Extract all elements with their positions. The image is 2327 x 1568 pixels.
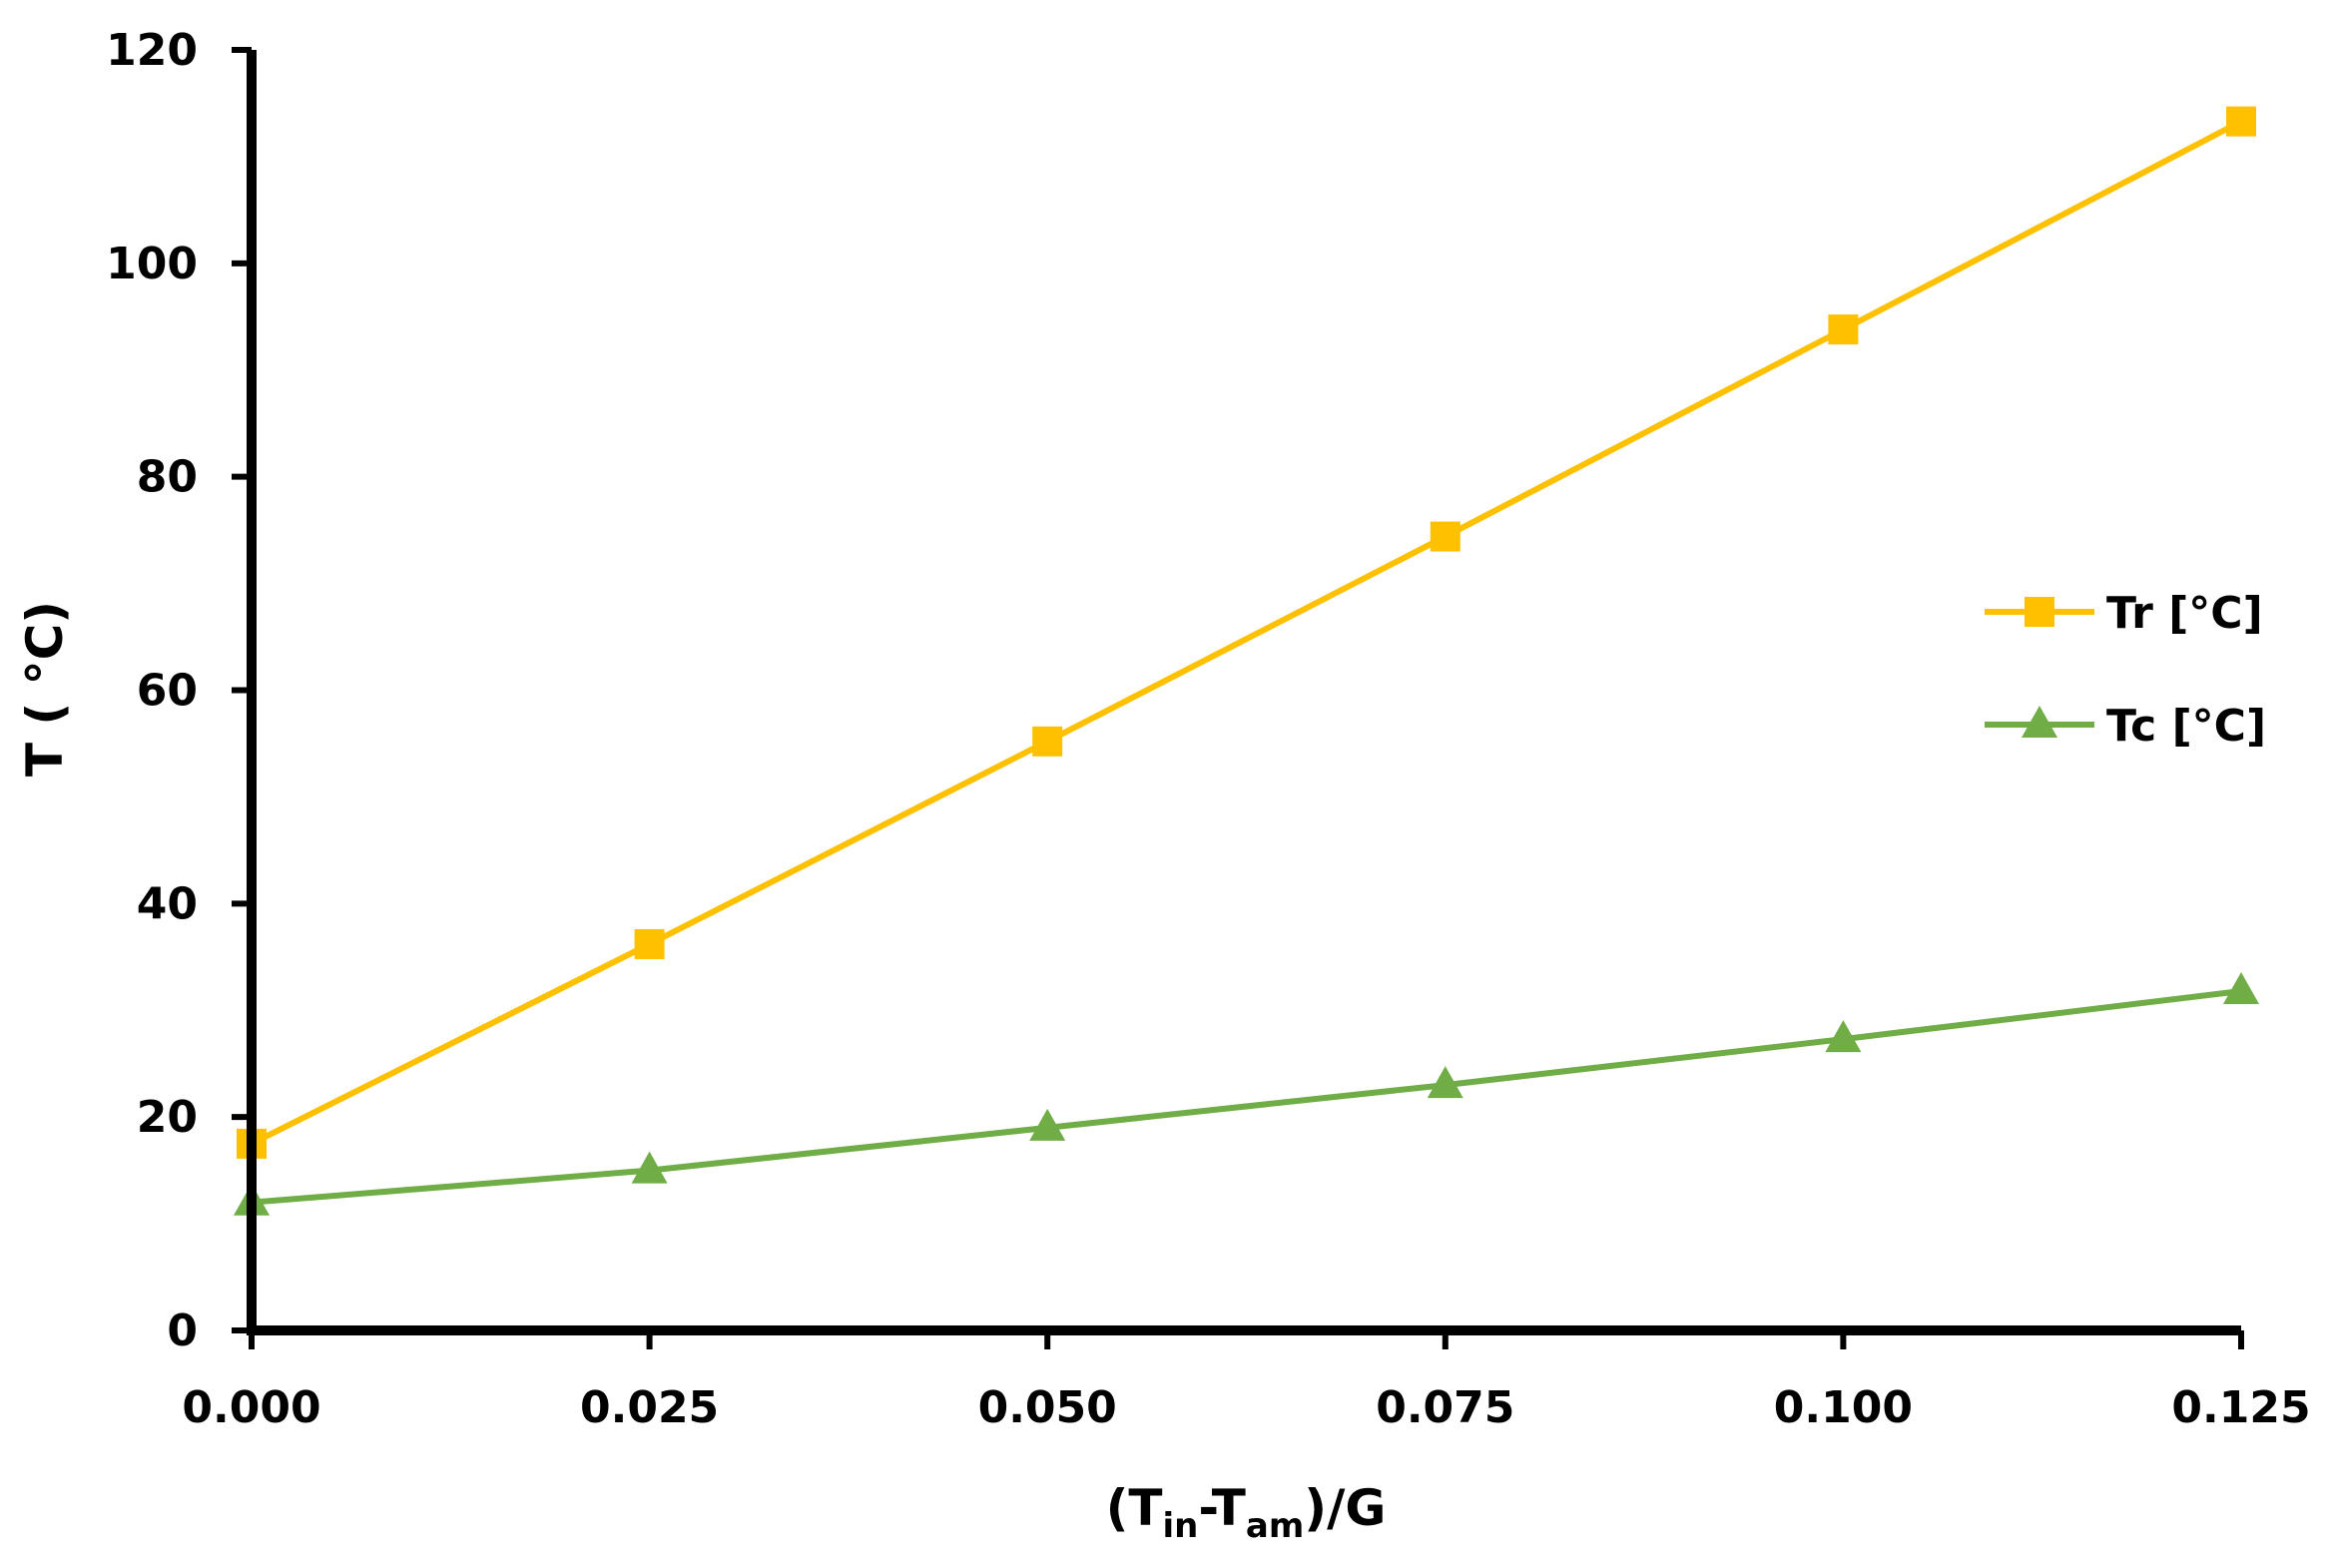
x-tick-label: 0.100 <box>1774 1382 1913 1433</box>
data-point-tr <box>1828 314 1859 345</box>
data-point-tc <box>1029 1108 1066 1141</box>
legend-label: Tc [°C] <box>2106 701 2266 752</box>
y-axis-ticks: 0 20 40 60 80 100 120 <box>106 25 252 1356</box>
data-point-tc <box>1427 1066 1463 1099</box>
series-line-tc <box>251 988 2242 1206</box>
x-tick-label: 0.050 <box>978 1382 1117 1433</box>
series-line-tr <box>250 118 2243 1147</box>
x-axis-title-close: )/G <box>1304 1479 1386 1537</box>
x-tick-label: 0.125 <box>2171 1382 2310 1433</box>
legend-label: Tr [°C] <box>2106 588 2263 639</box>
y-tick-label: 40 <box>137 878 198 929</box>
x-axis-title-sub-am: am <box>1246 1506 1304 1546</box>
legend: Tr [°C] Tc [°C] <box>1985 588 2266 752</box>
series-tc <box>234 972 2259 1216</box>
y-tick-label: 120 <box>106 25 198 76</box>
y-axis-title: T ( °C) <box>16 601 74 777</box>
data-point-tr <box>1430 521 1460 552</box>
x-tick-label: 0.025 <box>580 1382 719 1433</box>
data-point-tr <box>2226 106 2256 137</box>
x-tick-label: 0.000 <box>182 1382 320 1433</box>
data-point-tr <box>1032 726 1063 757</box>
y-tick-label: 0 <box>167 1306 198 1356</box>
x-tick-label: 0.075 <box>1376 1382 1514 1433</box>
data-point-tr <box>634 928 665 959</box>
x-axis-title: (Tin-Tam)/G <box>1106 1479 1387 1546</box>
data-point-tc <box>631 1151 668 1184</box>
y-tick-label: 60 <box>137 666 198 717</box>
legend-item-tr: Tr [°C] <box>1985 588 2263 639</box>
series-tr <box>237 106 2256 1159</box>
legend-item-tc: Tc [°C] <box>1985 701 2266 752</box>
legend-marker <box>2025 597 2054 627</box>
data-point-tc <box>1825 1020 1862 1053</box>
x-axis-ticks: 0.000 0.025 0.050 0.075 0.100 0.125 <box>182 1330 2311 1433</box>
x-axis-title-sub-in: in <box>1163 1506 1199 1546</box>
x-axis-title-dash: -T <box>1198 1479 1246 1537</box>
plot-area: 0 20 40 60 80 100 120 0.000 0.025 0.050 0.075 0.10… <box>106 25 2310 1433</box>
data-point-tc <box>2223 972 2259 1005</box>
series-layer <box>234 106 2259 1216</box>
x-axis-title-open: (T <box>1106 1479 1163 1537</box>
y-tick-label: 80 <box>137 452 198 503</box>
y-tick-label: 20 <box>137 1092 198 1143</box>
y-tick-label: 100 <box>106 239 198 289</box>
legend-marker <box>2022 706 2057 738</box>
